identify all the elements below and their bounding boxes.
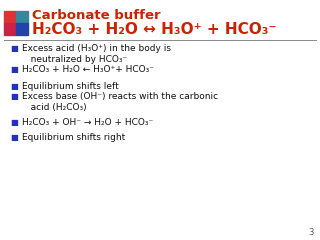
Text: ■: ■: [10, 44, 18, 53]
Bar: [16, 11, 28, 23]
Text: H₂CO₃ + H₂O ↔ H₃O⁺ + HCO₃⁻: H₂CO₃ + H₂O ↔ H₃O⁺ + HCO₃⁻: [32, 22, 276, 37]
Text: H₂CO₃ + H₂O ← H₃O⁺+ HCO₃⁻: H₂CO₃ + H₂O ← H₃O⁺+ HCO₃⁻: [22, 65, 154, 74]
Text: ■: ■: [10, 92, 18, 101]
Text: Excess base (OH⁻) reacts with the carbonic
   acid (H₂CO₃): Excess base (OH⁻) reacts with the carbon…: [22, 92, 218, 113]
Text: ■: ■: [10, 82, 18, 91]
Text: ■: ■: [10, 118, 18, 127]
Text: Equilibrium shifts right: Equilibrium shifts right: [22, 133, 125, 142]
Text: Carbonate buffer: Carbonate buffer: [32, 9, 161, 22]
Bar: [4, 11, 16, 23]
Bar: [16, 23, 28, 35]
Text: ■: ■: [10, 133, 18, 142]
Text: ■: ■: [10, 65, 18, 74]
Text: H₂CO₃ + OH⁻ → H₂O + HCO₃⁻: H₂CO₃ + OH⁻ → H₂O + HCO₃⁻: [22, 118, 153, 127]
Text: 3: 3: [308, 228, 314, 237]
Text: Equilibrium shifts left: Equilibrium shifts left: [22, 82, 119, 91]
Text: Excess acid (H₃O⁺) in the body is
   neutralized by HCO₃⁻: Excess acid (H₃O⁺) in the body is neutra…: [22, 44, 171, 65]
Bar: [4, 23, 16, 35]
